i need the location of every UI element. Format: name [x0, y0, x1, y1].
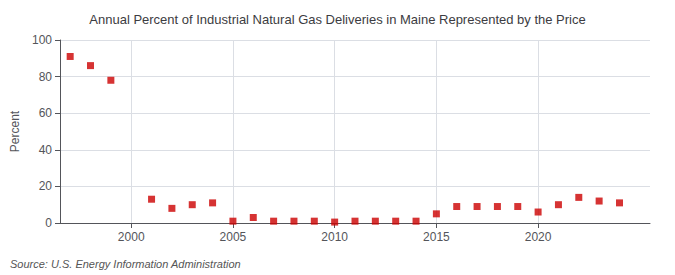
svg-text:0: 0: [45, 216, 52, 230]
svg-text:Source: U.S. Energy Informatio: Source: U.S. Energy Information Administ…: [10, 258, 241, 270]
svg-text:40: 40: [39, 143, 53, 157]
svg-text:2005: 2005: [220, 230, 247, 244]
svg-text:80: 80: [39, 70, 53, 84]
svg-text:2000: 2000: [118, 230, 145, 244]
svg-text:100: 100: [32, 33, 52, 47]
svg-text:2020: 2020: [525, 230, 552, 244]
svg-text:2015: 2015: [423, 230, 450, 244]
svg-text:Percent: Percent: [8, 110, 22, 152]
svg-text:2010: 2010: [321, 230, 348, 244]
svg-text:Annual Percent of Industrial N: Annual Percent of Industrial Natural Gas…: [89, 12, 585, 27]
svg-text:60: 60: [39, 106, 53, 120]
svg-text:20: 20: [39, 179, 53, 193]
